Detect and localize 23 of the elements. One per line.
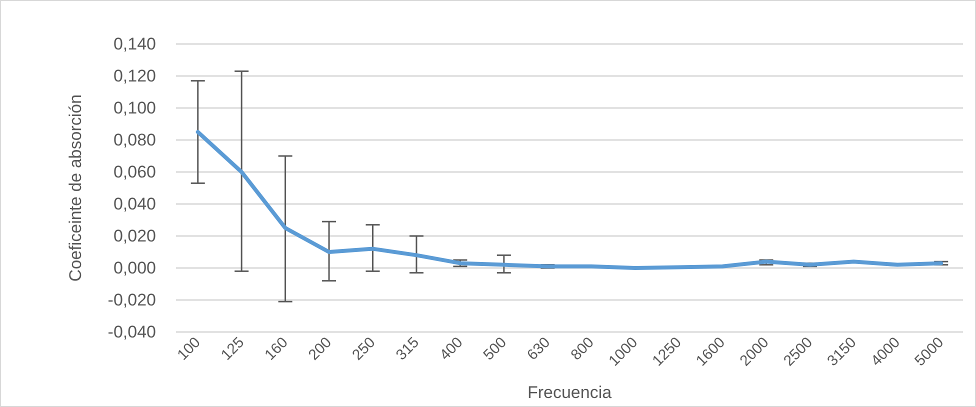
y-tick-label: -0,020 [108,290,156,310]
x-tick-label: 800 [568,334,598,364]
x-tick-label: 500 [480,334,510,364]
y-tick-label: 0,080 [113,130,156,150]
y-tick-label: 0,060 [113,162,156,182]
x-tick-label: 200 [305,334,336,364]
y-tick-label: 0,140 [113,34,156,54]
x-tick-label: 630 [524,334,554,364]
x-tick-label: 100 [174,334,204,364]
x-tick-label: 160 [262,334,292,364]
x-tick-label: 315 [392,334,422,364]
y-tick-label: 0,120 [113,66,156,86]
y-axis-title: Coeficeinte de absorción [66,94,85,282]
y-tick-label: 0,000 [113,258,156,278]
y-tick-label: 0,100 [113,98,156,118]
line-series [196,130,944,270]
x-tick-label: 400 [436,334,466,364]
x-tick-label: 250 [349,334,379,364]
x-axis-title: Frecuencia [527,383,612,402]
y-tick-label: -0,040 [108,322,156,342]
y-tick-label: 0,020 [113,226,156,246]
x-tick-label: 125 [218,334,248,364]
y-tick-label: 0,040 [113,194,156,214]
